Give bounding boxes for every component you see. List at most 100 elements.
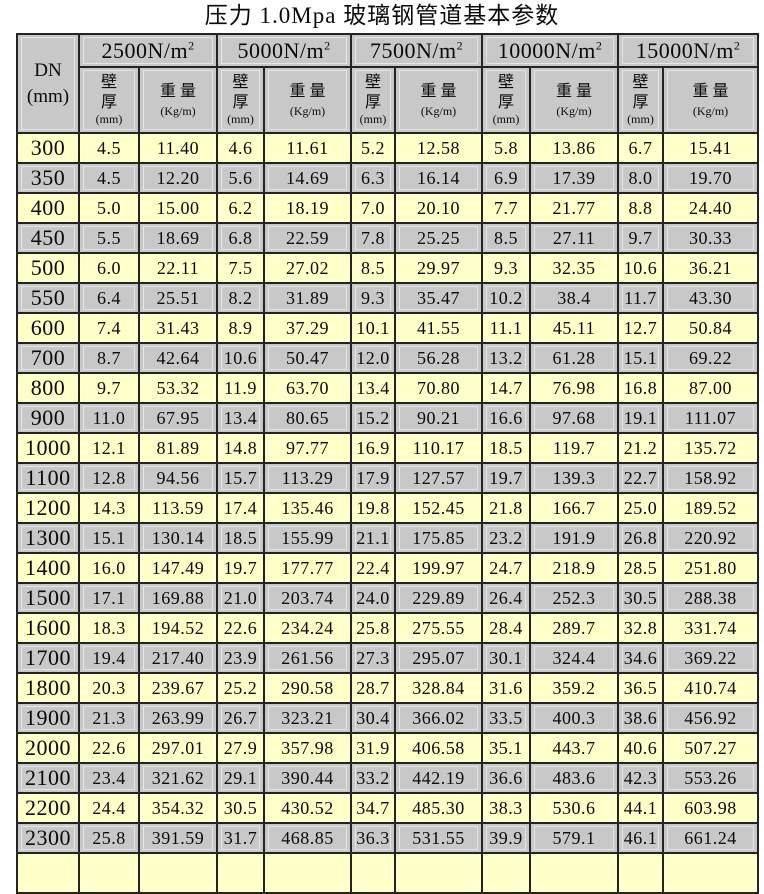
table-body: 300 4.5 11.40 4.6 11.61 5.2 12.58 5.8 13…: [16, 132, 759, 894]
value-cell: 23.9: [216, 642, 265, 674]
table-row: 1700 19.4 217.40 23.9 261.56 27.3 295.07…: [16, 642, 759, 674]
value-cell: 11.40: [138, 132, 218, 164]
value-cell: 18.3: [78, 612, 140, 644]
value-cell: 4.5: [78, 162, 140, 194]
value-cell: 32.8: [617, 612, 664, 644]
value-cell: 35.1: [481, 732, 531, 764]
value-cell: 14.8: [216, 432, 265, 464]
weight-header: 重 量 (Kg/m): [394, 66, 483, 134]
value-cell: 25.51: [138, 282, 218, 314]
value-cell: 251.80: [662, 552, 759, 584]
value-cell: 16.8: [617, 372, 664, 404]
value-cell: 110.17: [394, 432, 483, 464]
value-cell: 113.29: [263, 462, 352, 494]
value-cell: 468.85: [263, 822, 352, 854]
value-cell: 28.5: [617, 552, 664, 584]
value-cell: [481, 852, 531, 894]
value-cell: 14.69: [263, 162, 352, 194]
value-cell: 22.4: [350, 552, 396, 584]
value-cell: [350, 852, 396, 894]
value-cell: 27.11: [529, 222, 619, 254]
value-cell: 410.74: [662, 672, 759, 704]
dn-cell: 2100: [16, 762, 80, 794]
dn-cell: 1600: [16, 612, 80, 644]
value-cell: 30.5: [617, 582, 664, 614]
value-cell: 29.1: [216, 762, 265, 794]
value-cell: 152.45: [394, 492, 483, 524]
value-cell: 19.1: [617, 402, 664, 434]
value-cell: 391.59: [138, 822, 218, 854]
dn-cell: 1500: [16, 582, 80, 614]
value-cell: 19.7: [216, 552, 265, 584]
dn-cell: [16, 852, 80, 894]
value-cell: 42.3: [617, 762, 664, 794]
value-cell: 5.2: [350, 132, 396, 164]
value-cell: 15.2: [350, 402, 396, 434]
table-row: 1200 14.3 113.59 17.4 135.46 19.8 152.45…: [16, 492, 759, 524]
value-cell: 261.56: [263, 642, 352, 674]
table-row: 2200 24.4 354.32 30.5 430.52 34.7 485.30…: [16, 792, 759, 824]
value-cell: 31.7: [216, 822, 265, 854]
table-header: DN (mm) 2500N/m2 5000N/m2 7500N/m2 10000…: [16, 33, 759, 134]
value-cell: 9.7: [78, 372, 140, 404]
value-cell: 119.7: [529, 432, 619, 464]
value-cell: 35.47: [394, 282, 483, 314]
value-cell: 321.62: [138, 762, 218, 794]
value-cell: 21.3: [78, 702, 140, 734]
value-cell: 11.0: [78, 402, 140, 434]
value-cell: 41.55: [394, 312, 483, 344]
value-cell: 37.29: [263, 312, 352, 344]
value-cell: 15.7: [216, 462, 265, 494]
value-cell: 6.7: [617, 132, 664, 164]
weight-header: 重 量 (Kg/m): [529, 66, 619, 134]
value-cell: 11.1: [481, 312, 531, 344]
value-cell: 8.5: [350, 252, 396, 284]
value-cell: 218.9: [529, 552, 619, 584]
value-cell: 31.6: [481, 672, 531, 704]
table-row: 1300 15.1 130.14 18.5 155.99 21.1 175.85…: [16, 522, 759, 554]
dn-cell: 900: [16, 402, 80, 434]
value-cell: 324.4: [529, 642, 619, 674]
value-cell: 5.8: [481, 132, 531, 164]
value-cell: 531.55: [394, 822, 483, 854]
value-cell: 24.7: [481, 552, 531, 584]
value-cell: 354.32: [138, 792, 218, 824]
value-cell: 16.6: [481, 402, 531, 434]
value-cell: 19.70: [662, 162, 759, 194]
value-cell: 14.3: [78, 492, 140, 524]
value-cell: 15.00: [138, 192, 218, 224]
value-cell: 323.21: [263, 702, 352, 734]
value-cell: 369.22: [662, 642, 759, 674]
value-cell: 603.98: [662, 792, 759, 824]
value-cell: 5.5: [78, 222, 140, 254]
value-cell: 443.7: [529, 732, 619, 764]
value-cell: 4.6: [216, 132, 265, 164]
value-cell: 8.9: [216, 312, 265, 344]
value-cell: 127.57: [394, 462, 483, 494]
value-cell: 31.43: [138, 312, 218, 344]
value-cell: 130.14: [138, 522, 218, 554]
value-cell: 23.2: [481, 522, 531, 554]
table-row: 300 4.5 11.40 4.6 11.61 5.2 12.58 5.8 13…: [16, 132, 759, 164]
wall-thickness-header: 壁 厚 (mm): [216, 66, 265, 134]
value-cell: 21.77: [529, 192, 619, 224]
value-cell: 430.52: [263, 792, 352, 824]
value-cell: 45.11: [529, 312, 619, 344]
value-cell: 8.8: [617, 192, 664, 224]
value-cell: 25.8: [350, 612, 396, 644]
table-row: 1400 16.0 147.49 19.7 177.77 22.4 199.97…: [16, 552, 759, 584]
value-cell: 19.8: [350, 492, 396, 524]
value-cell: 25.8: [78, 822, 140, 854]
value-cell: 220.92: [662, 522, 759, 554]
value-cell: 553.26: [662, 762, 759, 794]
value-cell: 16.9: [350, 432, 396, 464]
value-cell: 16.0: [78, 552, 140, 584]
value-cell: 23.4: [78, 762, 140, 794]
value-cell: 15.41: [662, 132, 759, 164]
wall-thickness-header: 壁 厚 (mm): [481, 66, 531, 134]
value-cell: 12.7: [617, 312, 664, 344]
value-cell: 229.89: [394, 582, 483, 614]
value-cell: 30.5: [216, 792, 265, 824]
value-cell: 11.61: [263, 132, 352, 164]
value-cell: 31.89: [263, 282, 352, 314]
